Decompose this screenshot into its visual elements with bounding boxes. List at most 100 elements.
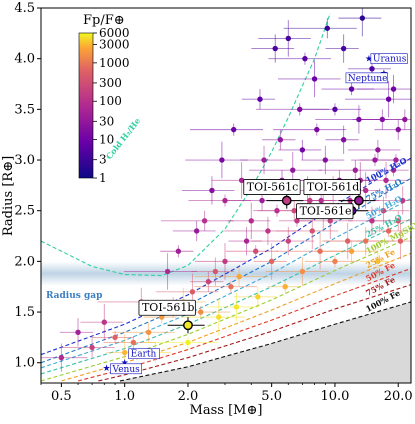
planet-label-box [138,299,196,316]
data-point [285,238,291,244]
data-point [309,228,315,234]
x-tick-label: 10.0 [320,389,349,404]
data-point [209,187,215,194]
data-point [399,197,406,204]
y-tick-label: 3.0 [14,153,35,168]
colorbar-tick-label: 100 [99,94,122,108]
colorbar-tick-label: 300 [99,76,122,90]
data-point [215,314,222,320]
data-point [359,15,366,21]
planet-label: TOI-561c [247,181,299,194]
data-point [185,339,191,346]
data-point [340,137,347,143]
data-point [372,157,378,163]
colorbar-tick-label: 10 [99,133,114,147]
data-point [322,157,329,163]
toi-planet-marker [183,320,193,331]
data-point [175,248,182,254]
y-tick-label: 2.5 [14,204,35,219]
composition-curve [41,12,331,277]
y-tick-label: 3.5 [14,102,35,117]
data-point [395,218,401,224]
data-point [299,147,306,153]
planet-label: TOI-561b [142,301,194,314]
planet-label: TOI-561d [307,181,359,194]
data-point [317,248,323,254]
y-tick-label: 1.5 [14,305,35,320]
data-point [248,218,254,224]
composition-curve [119,301,411,382]
colorbar-tick-label: 6000 [99,26,130,40]
toi-561-planets [167,192,376,334]
solar-planet-label: Uranus [373,55,407,65]
toi-planet-marker [281,195,292,206]
data-point [348,248,355,254]
colorbar-tick-label: 1000 [99,56,130,70]
data-point [397,238,404,244]
planet-labels: TOI-561b TOI-561c TOI-561d TOI-561e [138,179,361,316]
data-point [380,208,387,214]
y-tick-label: 1.0 [14,356,35,371]
solar-planet-label: Neptune [348,74,388,84]
data-point [297,106,303,113]
data-point [375,147,381,153]
planet-label-box [303,179,361,195]
colorbar-title: Fp/F⊕ [83,13,125,28]
data-point [219,157,225,163]
data-point [130,339,137,346]
data-point [236,273,242,280]
data-point [277,137,284,143]
solar-label-box [345,72,389,84]
scatter-points [41,8,411,372]
data-point [332,106,338,113]
colorbar-gradient [78,32,94,179]
data-point [201,218,208,224]
data-point [164,268,171,275]
data-point [272,45,278,52]
data-point [340,45,347,52]
x-tick-label: 1.0 [114,389,135,404]
data-point [268,258,275,265]
iron-region-fill [119,301,411,383]
data-point [383,177,389,183]
data-point [259,197,265,204]
x-tick-label: 20.0 [384,389,413,404]
data-point [145,329,152,336]
x-axis-ticks: 0.5 1.0 2.0 5.0 10.0 20.0 [40,383,413,404]
data-point [75,329,81,336]
data-point [265,228,271,234]
radius-gap-label: Radius gap [46,291,102,301]
data-point [212,268,219,275]
y-axis-ticks: 1.0 1.5 2.0 2.5 3.0 3.5 4.0 4.5 [14,1,41,371]
data-point [375,258,381,265]
plot-frame [40,7,412,384]
data-point [332,258,338,265]
data-point [294,218,300,224]
x-tick-label: 0.5 [51,389,72,404]
planet-label: TOI-561e [300,205,352,218]
data-point [101,319,107,325]
data-point [261,157,267,163]
composition-curve [41,198,411,369]
data-point [390,167,397,173]
data-point [327,218,333,224]
data-point [89,344,95,351]
data-point [352,167,359,173]
data-point [282,284,288,290]
composition-curve [41,157,411,356]
solar-planet-marker: ★ [365,55,373,65]
data-point [369,218,375,224]
data-point [112,334,118,341]
data-point [228,284,234,290]
colorbar-tick-label: 30 [99,114,114,128]
data-point [230,126,237,133]
solar-system-planets: ★Uranus★Neptune★Earth★Venus [103,53,408,375]
y-tick-label: 2.0 [14,254,35,269]
data-point [285,35,291,42]
solar-label-box [370,53,408,64]
data-point [189,289,196,295]
data-point [222,258,228,265]
data-point [233,304,240,310]
data-point [311,76,318,82]
data-point [238,177,245,183]
